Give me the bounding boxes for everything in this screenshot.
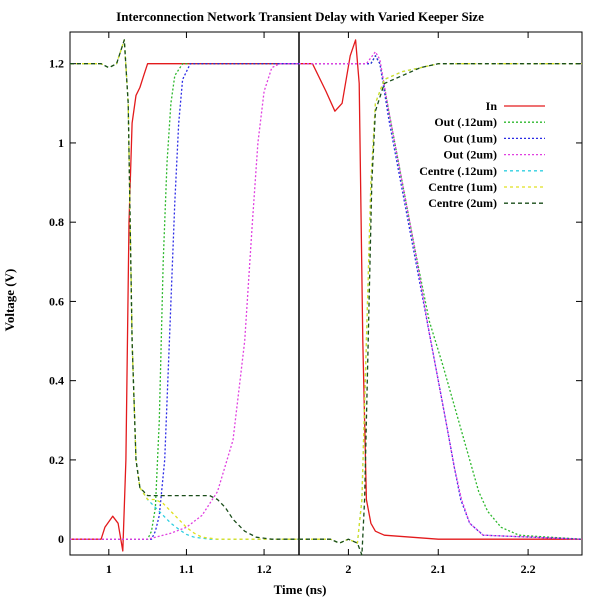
y-tick-label: 0.6	[49, 294, 64, 308]
legend-label: Out (2um)	[443, 148, 497, 162]
series-line-left	[70, 39, 299, 540]
y-tick-label: 0.4	[49, 374, 64, 388]
plot-area: 0 0.2 0.4 0.6 0.8 1 1.2 1 1.1 1.2 2 2.1 2.2	[49, 31, 583, 576]
series-line-right	[299, 63, 582, 544]
legend-label: Out (.12um)	[434, 115, 497, 129]
y-tick-label: 0.2	[49, 453, 64, 467]
series-line-left	[70, 63, 299, 540]
series-line-left	[70, 63, 299, 552]
legend: In Out (.12um) Out (1um) Out (2um) Centre (.…	[419, 99, 545, 210]
y-tick-label: 1.2	[49, 57, 64, 71]
series-line-left	[70, 63, 299, 540]
series-line-right	[299, 63, 582, 544]
x-tick-label: 2	[345, 562, 351, 576]
x-tick-label: 1.2	[257, 562, 272, 576]
series-line-left	[70, 39, 299, 540]
legend-label: In	[486, 99, 498, 113]
x-tick-label: 1	[106, 562, 112, 576]
series-line-left	[70, 39, 299, 540]
series-line-right	[299, 55, 582, 540]
chart-title: Interconnection Network Transient Delay …	[116, 9, 484, 24]
series-line-right	[299, 51, 582, 540]
x-axis-label: Time (ns)	[274, 582, 327, 597]
plot-frame	[69, 31, 583, 556]
y-tick-label: 0.8	[49, 215, 64, 229]
series-line-right	[299, 55, 582, 540]
series-line-right	[299, 39, 582, 540]
legend-label: Centre (.12um)	[419, 164, 497, 178]
series-line-left	[70, 63, 299, 540]
x-tick-label: 2.1	[431, 562, 446, 576]
y-tick-label: 0	[58, 532, 64, 546]
legend-label: Out (1um)	[443, 131, 497, 145]
x-tick-label: 2.2	[521, 562, 536, 576]
legend-label: Centre (2um)	[428, 196, 497, 210]
series-line-right	[299, 63, 582, 556]
y-tick-label: 1	[58, 136, 64, 150]
x-tick-label: 1.1	[179, 562, 194, 576]
y-axis-label: Voltage (V)	[2, 269, 17, 332]
legend-label: Centre (1um)	[428, 180, 497, 194]
